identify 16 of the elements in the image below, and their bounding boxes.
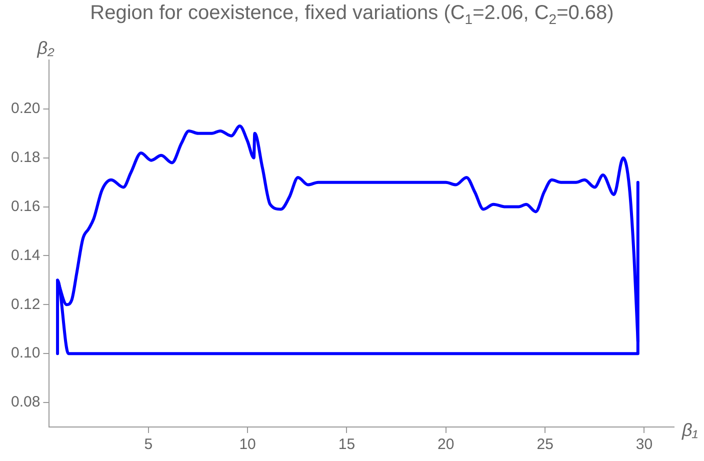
y-tick-label: 0.16	[10, 198, 40, 215]
x-tick-label: 10	[239, 436, 256, 454]
x-tick-label: 15	[338, 436, 356, 454]
chart-title: Region for coexistence, fixed variations (C$_{1}$=2.06, C$_{2}$=0.68)	[89, 2, 615, 27]
y-tick-label: 0.12	[10, 296, 40, 313]
x-tick-label: 30	[636, 436, 653, 454]
y-tick-label: 0.14	[10, 246, 40, 264]
y-tick-label: 0.18	[10, 149, 40, 166]
x-axis-title: β₁	[681, 420, 698, 440]
x-tick-label: 20	[438, 436, 454, 454]
y-tick-label: 0.10	[10, 344, 40, 362]
y-tick-label: 0.20	[10, 100, 40, 118]
y-tick-label: 0.08	[10, 394, 40, 411]
x-tick-label: 5	[144, 436, 153, 454]
x-tick-label: 25	[536, 436, 554, 454]
y-axis-title: β₂	[36, 38, 54, 58]
